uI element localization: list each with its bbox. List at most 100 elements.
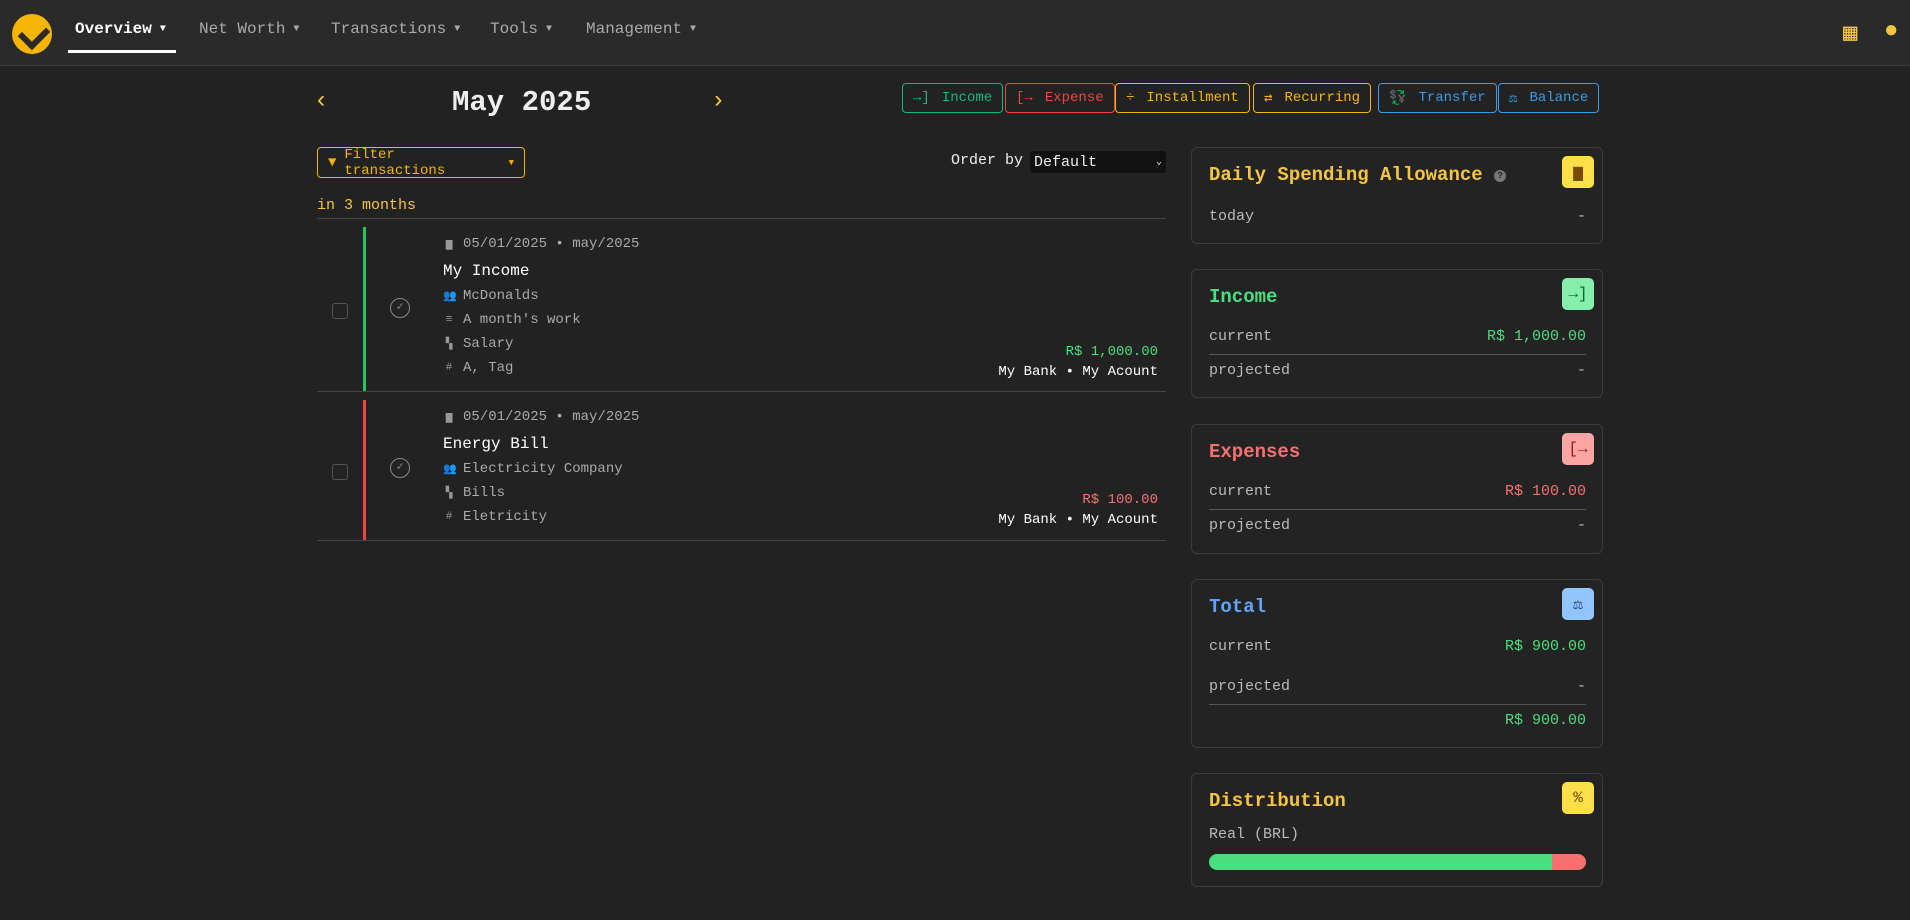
card-title: Daily Spending Allowance: [1209, 164, 1483, 186]
select-checkbox[interactable]: [332, 303, 348, 319]
row-value: -: [1576, 678, 1586, 695]
card-title: Distribution: [1209, 790, 1346, 812]
description-icon: ≡: [445, 314, 453, 326]
row-value: -: [1576, 517, 1586, 534]
tx-category: Bills: [463, 485, 506, 501]
select-checkbox[interactable]: [332, 464, 348, 480]
chevron-down-icon: ⌄: [1155, 157, 1162, 168]
row-value: R$ 1,000.00: [1486, 328, 1586, 345]
help-icon[interactable]: ?: [1494, 170, 1507, 182]
active-tab-indicator: [68, 50, 176, 53]
tx-description: A month's work: [463, 312, 581, 328]
income-segment: [1209, 854, 1552, 870]
button-label: Balance: [1529, 90, 1589, 106]
button-label: Expense: [1044, 90, 1104, 106]
percent-icon: %: [1562, 782, 1594, 814]
divider: [317, 391, 1166, 392]
tx-account: My Bank • My Acount: [998, 364, 1158, 380]
transaction-row[interactable]: ✓ ▆ 05/01/2025 • may/2025 Energy Bill 👥 El…: [317, 400, 1166, 540]
row-label: current: [1209, 638, 1273, 655]
button-label: Recurring: [1284, 90, 1361, 106]
hashtag-icon: #: [445, 511, 453, 523]
nav-transactions[interactable]: Transactions ▼: [331, 20, 460, 38]
button-label: Income: [941, 90, 993, 106]
balance-scale-icon: ⚖: [1562, 588, 1594, 620]
group-heading: in 3 months: [317, 197, 417, 214]
tx-account: My Bank • My Acount: [998, 512, 1158, 528]
distribution-bar: [1209, 854, 1586, 870]
tx-amount: R$ 100.00: [1082, 492, 1158, 508]
order-value: Default: [1034, 153, 1098, 171]
recurring-icon: ⇄: [1264, 90, 1273, 107]
app-logo[interactable]: [12, 14, 52, 54]
recurring-button[interactable]: ⇄ Recurring: [1253, 83, 1372, 113]
divider: [317, 218, 1166, 219]
caret-down-icon: ▼: [454, 24, 461, 35]
row-value: R$ 100.00: [1504, 483, 1586, 500]
button-label: Transfer: [1418, 90, 1486, 106]
nav-tools[interactable]: Tools ▼: [490, 20, 552, 38]
divider: [317, 540, 1166, 541]
calendar-icon: ▆: [445, 412, 453, 424]
installment-button[interactable]: ÷ Installment: [1115, 83, 1250, 113]
income-indicator: [363, 227, 366, 391]
installment-icon: ÷: [1126, 90, 1135, 106]
divider: [1209, 704, 1586, 705]
currency-label: Real (BRL): [1209, 826, 1300, 843]
category-icon: ▚: [445, 339, 453, 351]
expense-icon: [→: [1562, 433, 1594, 465]
distribution-card: Distribution % Real (BRL): [1191, 773, 1603, 887]
top-navbar: Overview ▼ Net Worth ▼ Transactions ▼ Tools…: [0, 0, 1910, 66]
filter-transactions-button[interactable]: ▼ Filter transactions ▼: [317, 147, 525, 179]
user-icon[interactable]: ●: [1884, 18, 1899, 45]
previous-month-button[interactable]: ‹: [314, 88, 329, 115]
button-label: Installment: [1146, 90, 1239, 106]
users-icon: 👥: [443, 464, 457, 476]
divider: [1209, 354, 1586, 355]
tx-title: Energy Bill: [443, 435, 549, 453]
caret-down-icon: ▼: [690, 24, 697, 35]
transaction-row[interactable]: ✓ ▆ 05/01/2025 • may/2025 My Income 👥 McDo…: [317, 227, 1166, 391]
row-label: today: [1209, 208, 1255, 225]
balance-button[interactable]: ⚖ Balance: [1498, 83, 1600, 113]
income-button[interactable]: →] Income: [902, 83, 1004, 113]
tx-category: Salary: [463, 336, 514, 352]
calculator-icon[interactable]: ▦: [1843, 21, 1858, 48]
card-title: Income: [1209, 286, 1278, 308]
nav-label: Net Worth: [199, 20, 286, 38]
total-card: Total ⚖ current R$ 900.00 projected - R$ 9…: [1191, 579, 1603, 748]
nav-net-worth[interactable]: Net Worth ▼: [199, 20, 299, 38]
row-label: projected: [1209, 517, 1291, 534]
paid-check-icon[interactable]: ✓: [390, 458, 410, 478]
expense-icon: [→: [1016, 90, 1033, 106]
row-label: projected: [1209, 678, 1291, 695]
caret-down-icon: ▼: [546, 24, 553, 35]
expenses-card: Expenses [→ current R$ 100.00 projected -: [1191, 424, 1603, 554]
total-sum: R$ 900.00: [1504, 712, 1586, 729]
calendar-icon: ▆: [445, 239, 453, 251]
row-value: -: [1576, 362, 1586, 379]
tx-tags: Eletricity: [463, 509, 548, 525]
order-by-select[interactable]: Default ⌄: [1030, 151, 1166, 173]
filter-icon: ▼: [328, 154, 337, 171]
tx-date: 05/01/2025 • may/2025: [463, 409, 640, 425]
caret-down-icon: ▼: [159, 24, 166, 35]
income-icon: →]: [1562, 278, 1594, 310]
caret-down-icon: ▼: [293, 24, 300, 35]
nav-management[interactable]: Management ▼: [586, 20, 696, 38]
row-label: current: [1209, 483, 1273, 500]
next-month-button[interactable]: ›: [711, 88, 726, 115]
tx-tags: A, Tag: [463, 360, 514, 376]
calendar-icon: ▆: [1562, 156, 1594, 188]
balance-icon: ⚖: [1509, 90, 1518, 107]
expense-button[interactable]: [→ Expense: [1005, 83, 1115, 113]
income-icon: →]: [913, 90, 930, 106]
category-icon: ▚: [445, 488, 453, 500]
tx-payee: Electricity Company: [463, 461, 623, 477]
nav-overview[interactable]: Overview ▼: [75, 20, 166, 38]
tx-payee: McDonalds: [463, 288, 539, 304]
nav-label: Tools: [490, 20, 539, 38]
paid-check-icon[interactable]: ✓: [390, 298, 410, 318]
order-by-label: Order by: [951, 152, 1024, 169]
transfer-button[interactable]: 💱 Transfer: [1378, 83, 1497, 113]
